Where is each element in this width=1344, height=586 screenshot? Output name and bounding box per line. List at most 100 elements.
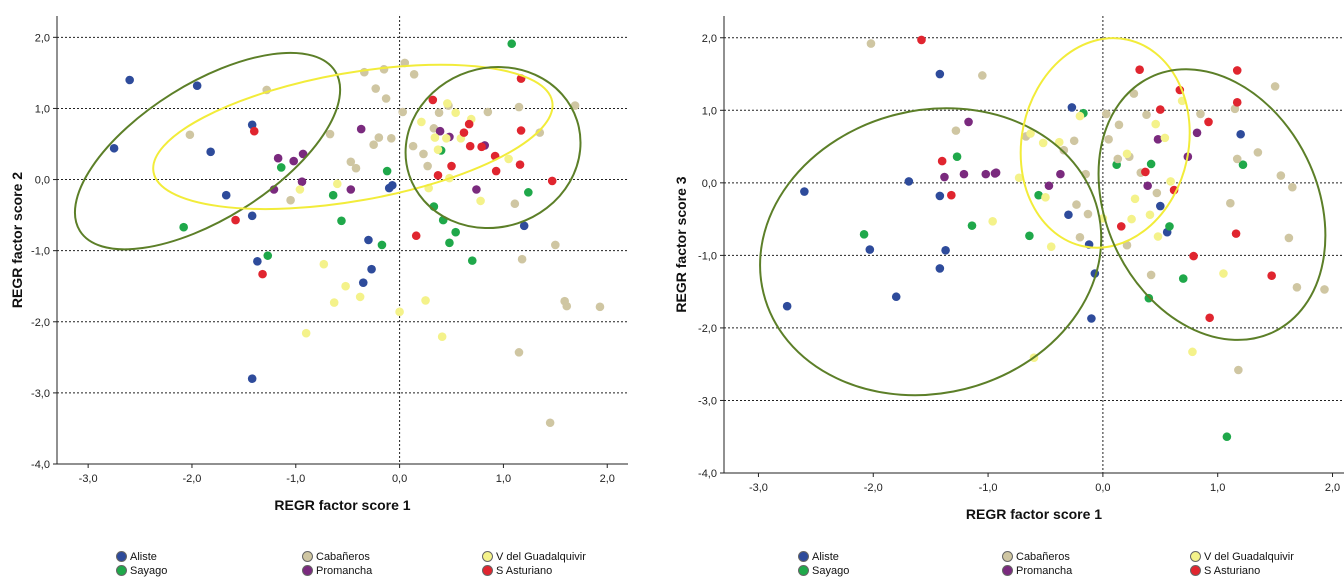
point-v-del-guadalquivir — [329, 298, 339, 307]
point-cabaneros — [1230, 104, 1240, 114]
point-aliste — [519, 221, 529, 231]
point-v-del-guadalquivir — [442, 134, 451, 143]
point-cabaneros — [374, 133, 384, 142]
tick-label-x: 2,0 — [600, 473, 615, 485]
point-s-asturiano — [1205, 313, 1214, 323]
point-promancha — [1192, 128, 1202, 138]
tick-label-y: -4,0 — [698, 468, 717, 480]
legend-swatch-aliste — [116, 551, 127, 562]
legend-swatch-cabaneros — [1002, 551, 1013, 562]
legend-item-s-asturiano: S Asturiano — [482, 565, 552, 577]
tick-label-x: 0,0 — [392, 473, 407, 485]
point-s-asturiano — [547, 176, 557, 186]
point-cabaneros — [1059, 145, 1069, 155]
legend-swatch-aliste — [798, 551, 809, 562]
point-cabaneros — [409, 70, 419, 79]
legend-label-s-asturiano: S Asturiano — [496, 565, 553, 577]
tick-label-y: -2,0 — [31, 317, 50, 329]
point-cabaneros — [1288, 182, 1297, 192]
point-s-asturiano — [491, 166, 501, 176]
point-v-del-guadalquivir — [476, 196, 485, 206]
tick-label-x: -2,0 — [864, 482, 883, 494]
point-s-asturiano — [1267, 271, 1276, 280]
point-cabaneros — [1072, 200, 1081, 209]
point-cabaneros — [517, 254, 527, 264]
legend-label-sayago: Sayago — [812, 565, 850, 577]
point-s-asturiano — [515, 160, 525, 169]
point-sayago — [859, 230, 869, 239]
point-sayago — [382, 166, 392, 176]
tick-label-x: -1,0 — [979, 482, 998, 494]
point-promancha — [346, 185, 356, 194]
point-cabaneros — [286, 195, 295, 205]
point-sayago — [276, 163, 286, 172]
point-v-del-guadalquivir — [333, 179, 342, 189]
point-promancha — [435, 126, 445, 136]
legend-left: Aliste Sayago Cabañeros Promancha V del … — [116, 551, 586, 577]
legend-swatch-promancha — [302, 565, 313, 576]
point-s-asturiano — [411, 231, 421, 241]
group-ellipse-3 — [1097, 68, 1327, 341]
point-aliste — [1064, 210, 1073, 220]
point-promancha — [990, 169, 1000, 178]
point-cabaneros — [381, 94, 391, 103]
point-v-del-guadalquivir — [1166, 177, 1175, 186]
point-aliste — [941, 246, 950, 255]
tick-label-y: -2,0 — [698, 323, 717, 335]
point-cabaneros — [562, 301, 572, 311]
point-cabaneros — [408, 141, 418, 151]
point-v-del-guadalquivir — [395, 307, 404, 317]
point-cabaneros — [951, 126, 961, 135]
point-v-del-guadalquivir — [421, 296, 430, 305]
point-aliste — [109, 143, 119, 153]
point-cabaneros — [551, 240, 560, 250]
point-cabaneros — [595, 302, 605, 312]
point-v-del-guadalquivir — [1122, 149, 1132, 159]
legend-swatch-promancha — [1002, 565, 1013, 576]
legend-swatch-v-del-guadalquivir — [482, 551, 493, 562]
point-s-asturiano — [1204, 117, 1213, 127]
point-cabaneros — [510, 199, 520, 209]
point-sayago — [328, 190, 338, 200]
y-axis-title: REGR factor score 2 — [9, 172, 25, 308]
point-sayago — [524, 188, 533, 197]
point-aliste — [247, 211, 257, 221]
legend-label-promancha: Promancha — [316, 565, 373, 577]
point-s-asturiano — [1232, 66, 1242, 75]
point-promancha — [297, 177, 307, 186]
point-sayago — [445, 238, 454, 248]
point-v-del-guadalquivir — [1026, 129, 1035, 138]
point-v-del-guadalquivir — [417, 117, 426, 127]
point-cabaneros — [1232, 154, 1242, 164]
point-s-asturiano — [1141, 167, 1150, 177]
legend-swatch-sayago — [798, 565, 809, 576]
point-v-del-guadalquivir — [1038, 138, 1048, 148]
legend-label-promancha: Promancha — [1016, 565, 1073, 577]
point-s-asturiano — [428, 95, 438, 105]
point-sayago — [451, 227, 460, 237]
point-cabaneros — [483, 107, 493, 117]
point-v-del-guadalquivir — [1054, 137, 1064, 147]
point-v-del-guadalquivir — [1151, 119, 1161, 129]
point-v-del-guadalquivir — [1046, 242, 1056, 251]
point-sayago — [952, 152, 962, 162]
point-s-asturiano — [433, 170, 443, 180]
point-v-del-guadalquivir — [1188, 347, 1197, 357]
point-sayago — [1238, 160, 1248, 170]
legend-item-aliste: Aliste — [798, 551, 839, 563]
tick-label-y: -1,0 — [698, 250, 717, 262]
legend-swatch-s-asturiano — [482, 565, 493, 576]
point-cabaneros — [371, 84, 381, 93]
point-sayago — [179, 222, 188, 232]
tick-label-y: 2,0 — [702, 33, 717, 45]
point-cabaneros — [434, 108, 444, 118]
point-v-del-guadalquivir — [1075, 111, 1085, 121]
point-sayago — [1025, 231, 1034, 241]
point-cabaneros — [369, 140, 378, 150]
scatter-chart-right: -4,0 -3,0 -2,0 -1,0 0,0 1,0 2,0 -3,0 -2,0 -1,0 0,0… — [673, 16, 1344, 522]
point-promancha — [1044, 181, 1054, 191]
point-aliste — [1087, 314, 1096, 323]
legend-label-v-del-guadalquivir: V del Guadalquivir — [496, 551, 586, 563]
point-sayago — [1165, 222, 1174, 231]
point-v-del-guadalquivir — [988, 216, 997, 226]
